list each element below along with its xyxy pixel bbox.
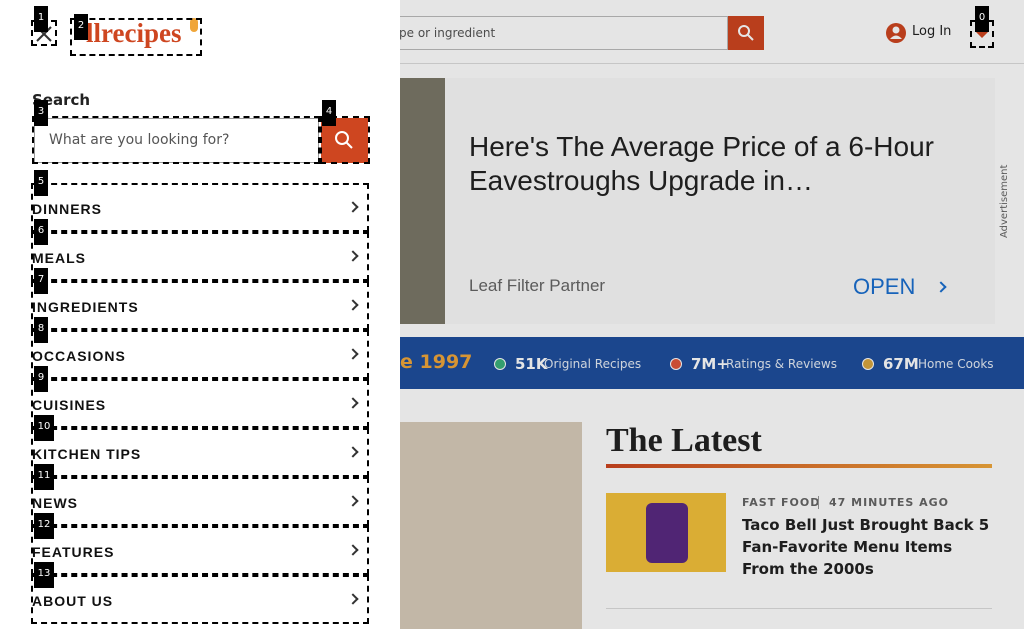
article-divider [606, 608, 992, 609]
latest-underline [606, 464, 992, 468]
search-icon [738, 25, 754, 41]
menu-chevron [347, 250, 359, 262]
menu-chevron [347, 544, 359, 556]
article-time: 47 MINUTES AGO [818, 496, 949, 509]
menu-item-label: CUISINES [32, 397, 107, 413]
menu-item[interactable]: ABOUT US [31, 575, 369, 624]
menu-item-label: OCCASIONS [32, 348, 126, 364]
menu-chevron [347, 446, 359, 458]
logo[interactable]: llrecipes [86, 18, 182, 48]
stats-since: e 1997 [400, 351, 473, 373]
thumbnail-logo [646, 503, 688, 563]
stats-items: 51K Original Recipes 7M+ Ratings & Reviews 6… [494, 355, 1014, 375]
menu-item-label: NEWS [32, 495, 78, 511]
menu-item[interactable]: OCCASIONS [31, 330, 369, 379]
menu-item-label: INGREDIENTS [32, 299, 139, 315]
ad-cta[interactable]: OPEN [853, 274, 916, 299]
search-icon [335, 131, 353, 149]
stat-dot [670, 358, 682, 370]
menu-item[interactable]: FEATURES [31, 526, 369, 575]
article-headline[interactable]: Taco Bell Just Brought Back 5 Fan-Favori… [742, 516, 990, 578]
user-icon [886, 23, 906, 43]
ad-sponsor: Leaf Filter Partner [469, 276, 606, 295]
stat-number: 51K [515, 355, 548, 373]
feature-image[interactable] [400, 422, 582, 629]
menu-chevron [347, 299, 359, 311]
menu-item[interactable]: NEWS [31, 477, 369, 526]
menu-item-label: KITCHEN TIPS [32, 446, 142, 462]
menu-item-label: FEATURES [32, 544, 115, 560]
menu-item-label: DINNERS [32, 201, 103, 217]
article-thumbnail[interactable] [606, 493, 726, 572]
menu-item[interactable]: DINNERS [31, 183, 369, 232]
menu-item-label: ABOUT US [32, 593, 114, 609]
stat-number: 67M [883, 355, 919, 373]
latest-title: The Latest [606, 422, 762, 459]
header-search-button[interactable] [728, 16, 764, 50]
ad-headline: Here's The Average Price of a 6-Hour Eav… [469, 131, 934, 196]
menu-panel: llrecipes Search What are you looking fo… [0, 0, 400, 629]
menu-chevron [347, 593, 359, 605]
article-tag[interactable]: FAST FOOD [742, 496, 821, 509]
ad-image [400, 78, 445, 324]
menu-item-label: MEALS [32, 250, 86, 266]
menu-chevron [347, 495, 359, 507]
ad-box[interactable]: Here's The Average Price of a 6-Hour Eav… [445, 78, 995, 324]
logo-spoon [190, 18, 198, 32]
login-link[interactable]: Log In [912, 24, 952, 39]
stat-dot [862, 358, 874, 370]
menu-chevron [347, 397, 359, 409]
stat-label: Original Recipes [544, 357, 642, 371]
menu-item[interactable]: MEALS [31, 232, 369, 281]
menu-item[interactable]: CUISINES [31, 379, 369, 428]
menu-chevron [347, 348, 359, 360]
stat-label: Ratings & Reviews [726, 357, 837, 371]
menu-chevron [347, 201, 359, 213]
stat-dot [494, 358, 506, 370]
stat-number: 7M+ [691, 355, 729, 373]
menu-item[interactable]: KITCHEN TIPS [31, 428, 369, 477]
menu-list: DINNERS MEALS INGREDIENTS OCCASIONS CUISINES… [0, 0, 400, 629]
menu-item[interactable]: INGREDIENTS [31, 281, 369, 330]
stat-label: Home Cooks [918, 357, 994, 371]
